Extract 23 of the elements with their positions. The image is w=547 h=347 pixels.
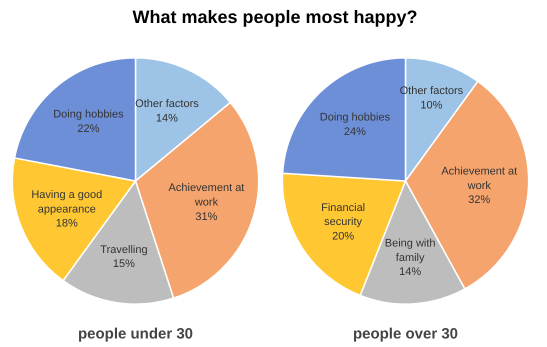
data-label: 32% (468, 194, 490, 206)
slice-label: Other factors (135, 98, 200, 110)
slice-label: Financial security (321, 202, 366, 228)
text: people over 30 (352, 326, 458, 342)
slice-label: Other factors (400, 84, 464, 97)
slice-label: Travelling (100, 244, 148, 256)
data-label: 20% (332, 230, 354, 243)
data-label: 10% (420, 99, 443, 112)
data-label: 24% (344, 126, 366, 138)
slice-label: Being with family (384, 237, 436, 264)
data-label: 22% (77, 122, 100, 135)
slice-label: Having a good appearance (31, 188, 102, 216)
data-label: 18% (56, 218, 78, 230)
data-label: 14% (399, 266, 422, 278)
slice-label: Doing hobbies (53, 108, 124, 121)
data-label: 31% (195, 210, 218, 223)
slice-label: Doing hobbies (320, 112, 391, 124)
text: people under 30 (78, 326, 194, 342)
slice-label: Achievement at work (168, 182, 244, 208)
data-label: 14% (156, 112, 178, 125)
slice-label: Achievement at work (441, 165, 518, 192)
data-label: 15% (112, 258, 136, 270)
chart-title: What makes people most happy? (132, 6, 418, 29)
